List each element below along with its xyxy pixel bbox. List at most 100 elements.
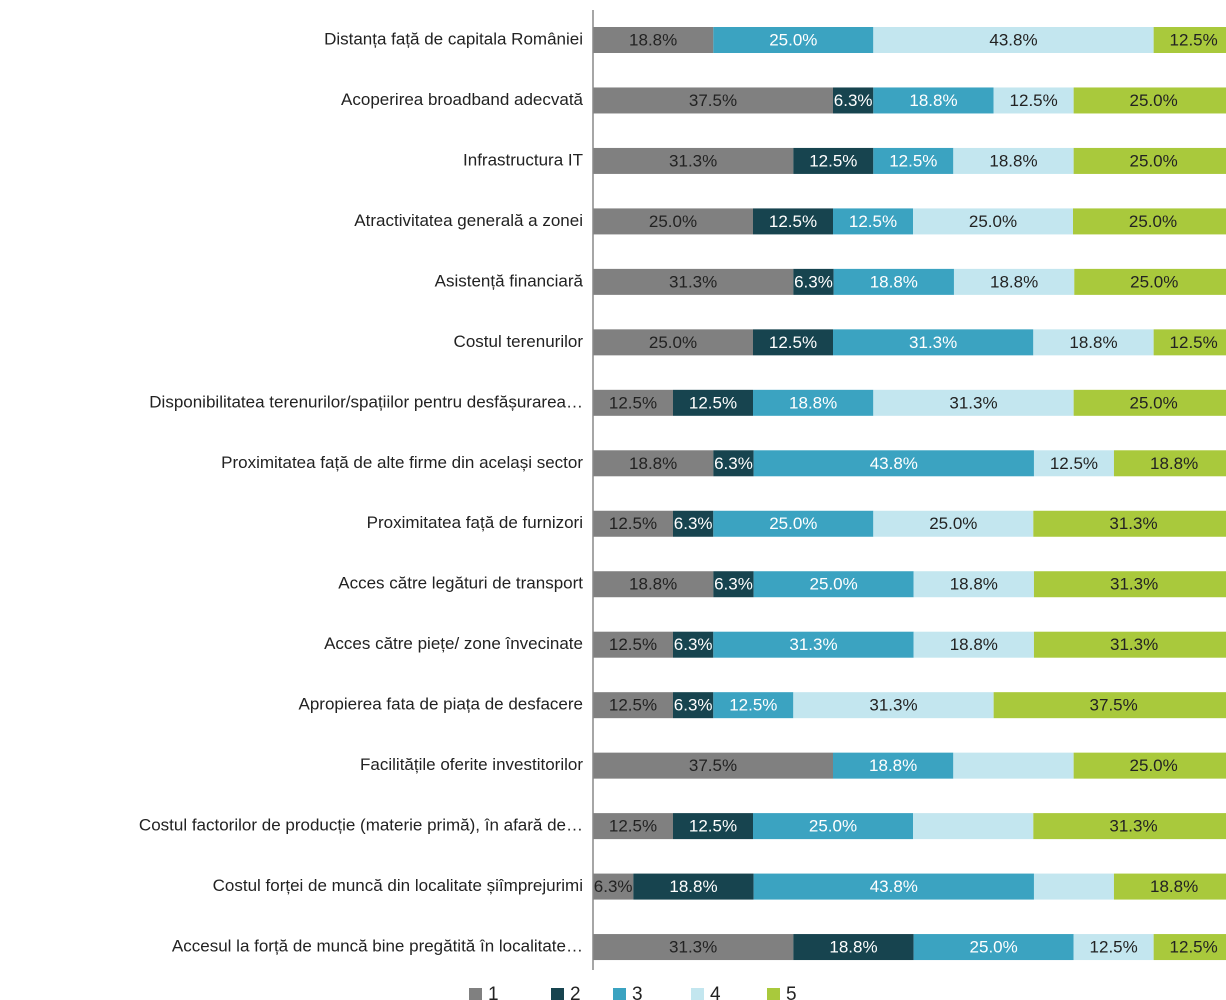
bar-segment (1073, 147, 1226, 174)
data-label: 43.8% (870, 877, 918, 896)
data-label: 25.0% (649, 333, 697, 352)
bar-segment (913, 813, 1034, 840)
bar-segment (1033, 450, 1114, 477)
data-label: 12.5% (769, 212, 817, 231)
data-label: 25.0% (969, 212, 1017, 231)
bar-segment (753, 389, 874, 416)
data-label: 43.8% (989, 30, 1037, 49)
data-label: 31.3% (949, 393, 997, 412)
legend-swatch (691, 988, 704, 1000)
category-label: Infrastructura IT (463, 150, 583, 169)
category-label: Distanța față de capitala României (324, 29, 583, 48)
bar-segment (1033, 631, 1226, 658)
bar-segment (593, 873, 634, 900)
data-label: 6.3% (834, 91, 873, 110)
bar-segment (913, 571, 1034, 598)
legend-swatch (469, 988, 482, 1000)
data-label: 12.5% (1170, 938, 1218, 957)
bar-segment (1073, 87, 1226, 114)
data-label: 12.5% (889, 151, 937, 170)
data-label: 25.0% (809, 817, 857, 836)
bar-segment (753, 450, 1034, 477)
bar-segment (593, 934, 794, 961)
data-label: 6.3% (674, 514, 713, 533)
data-label: 18.8% (669, 877, 717, 896)
data-label: 25.0% (1130, 756, 1178, 775)
data-label: 25.0% (1130, 91, 1178, 110)
bar-segment (753, 873, 1034, 900)
data-label: 37.5% (1090, 696, 1138, 715)
bar-segment (1033, 813, 1226, 840)
bar-segment (833, 87, 874, 114)
data-label: 18.8% (629, 575, 677, 594)
data-label: 12.5% (769, 333, 817, 352)
data-label: 12.5% (729, 696, 777, 715)
legend-label: 3 (632, 984, 643, 1000)
bar-segment (1073, 934, 1154, 961)
bar-segment (873, 87, 994, 114)
bar-segment (833, 268, 954, 295)
category-label: Apropierea fata de piața de desfacere (299, 695, 583, 714)
data-label: 18.8% (990, 272, 1038, 291)
data-label: 12.5% (609, 635, 657, 654)
data-label: 31.3% (669, 938, 717, 957)
data-label: 18.8% (829, 938, 877, 957)
data-label: 12.5% (609, 817, 657, 836)
bar-segment (1073, 752, 1226, 779)
bar-segment (833, 329, 1034, 356)
data-label: 18.8% (869, 756, 917, 775)
data-label: 18.8% (629, 30, 677, 49)
data-label: 12.5% (609, 696, 657, 715)
data-label: 12.5% (809, 151, 857, 170)
data-label: 18.8% (1150, 877, 1198, 896)
data-label: 37.5% (689, 756, 737, 775)
category-label: Disponibilitatea terenurilor/spațiilor p… (149, 392, 583, 411)
bar-segment (753, 813, 913, 840)
data-label: 18.8% (1069, 333, 1117, 352)
bar-segment (1073, 389, 1226, 416)
bar-segment (873, 510, 1034, 537)
data-label: 12.5% (1170, 333, 1218, 352)
legend-label: 5 (786, 984, 797, 1000)
data-label: 6.3% (794, 272, 833, 291)
bar-segment (873, 27, 1154, 53)
data-label: 18.8% (629, 454, 677, 473)
category-label: Costul factorilor de producție (materie … (139, 816, 583, 835)
bar-segment (793, 147, 874, 174)
data-label: 25.0% (1130, 393, 1178, 412)
category-label: Facilitățile oferite investitorilor (360, 755, 583, 774)
bar-segment (593, 389, 673, 416)
legend-label: 1 (488, 984, 499, 1000)
bar-segment (593, 268, 794, 295)
bar-segment (1033, 510, 1226, 537)
category-label: Acoperirea broadband adecvată (341, 90, 583, 109)
bar-segment (953, 752, 1074, 779)
data-label: 31.3% (1109, 514, 1157, 533)
data-label: 31.3% (1110, 635, 1158, 654)
data-label: 18.8% (989, 151, 1037, 170)
bar-segment (1033, 329, 1154, 356)
bar-segment (913, 631, 1034, 658)
legend-label: 4 (710, 984, 721, 1000)
bar-segment (913, 934, 1074, 961)
bar-segment (833, 208, 913, 235)
bar-segment (593, 208, 753, 235)
bar-segment (753, 208, 833, 235)
bar-segment (1153, 27, 1226, 53)
bar-segment (793, 692, 994, 719)
bar-segment (593, 87, 833, 114)
data-label: 18.8% (870, 272, 918, 291)
bar-segment (713, 510, 874, 537)
bar-segment (633, 873, 754, 900)
bar-segment (833, 752, 954, 779)
bar-segment (593, 450, 714, 477)
data-label: 12.5% (609, 514, 657, 533)
legend-swatch (551, 988, 564, 1000)
bar-segment (713, 450, 754, 477)
data-label: 12.5% (1170, 30, 1218, 49)
category-label: Proximitatea față de alte firme din acel… (221, 453, 583, 472)
category-label: Accesul la forță de muncă bine pregătită… (172, 937, 583, 956)
bar-segment (953, 268, 1075, 295)
legend-swatch (613, 988, 626, 1000)
